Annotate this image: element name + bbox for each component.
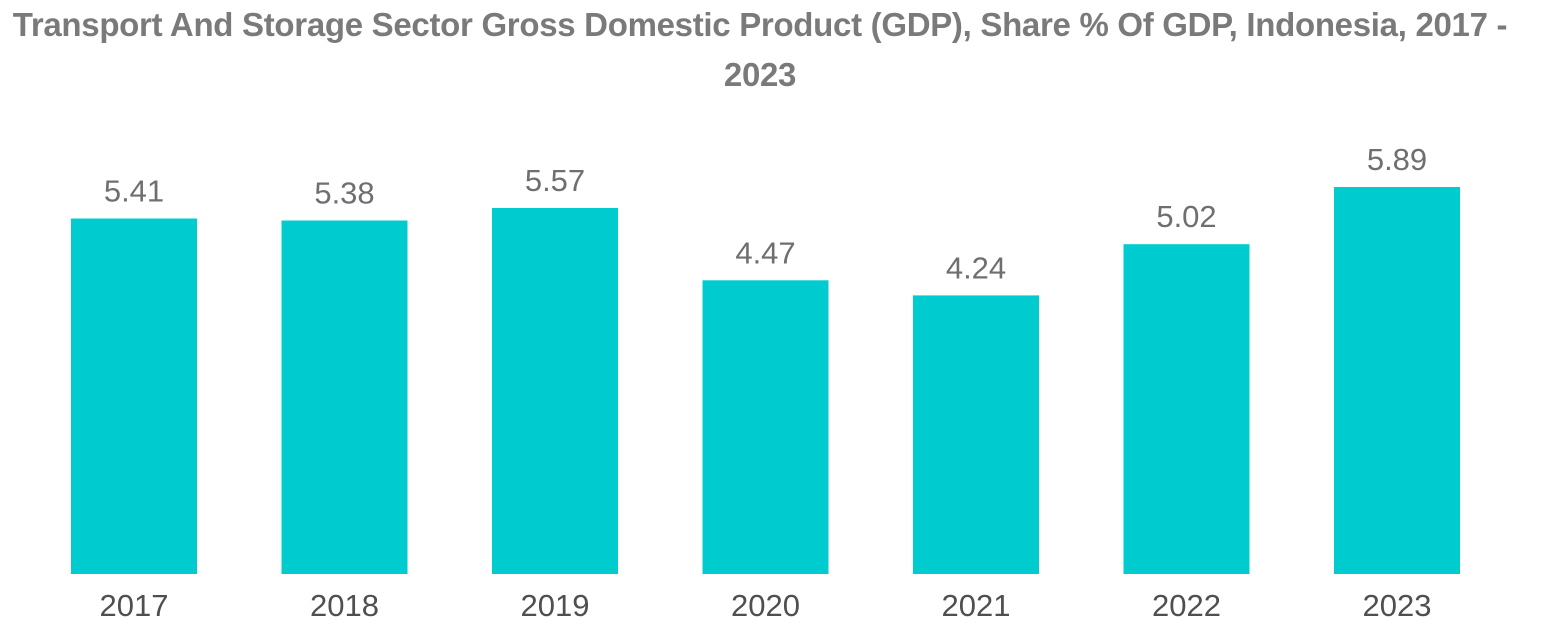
x-tick-label-2019: 2019 [521, 588, 590, 623]
bar-2020 [702, 280, 829, 574]
bar-2018 [281, 220, 408, 574]
bar-2017 [71, 218, 197, 574]
bar-2022 [1123, 244, 1250, 574]
value-label-2021: 4.24 [946, 250, 1006, 285]
x-tick-label-2021: 2021 [942, 588, 1011, 623]
value-label-2017: 5.41 [104, 174, 164, 209]
x-tick-label-2017: 2017 [100, 588, 169, 623]
bar-2023 [1334, 187, 1460, 574]
x-tick-label-2020: 2020 [731, 588, 800, 623]
x-tick-label-2023: 2023 [1363, 588, 1432, 623]
value-label-2022: 5.02 [1156, 199, 1216, 234]
bar-2021 [913, 295, 1039, 574]
x-tick-label-2018: 2018 [310, 588, 379, 623]
value-label-2019: 5.57 [525, 163, 585, 198]
x-tick-label-2022: 2022 [1152, 588, 1221, 623]
value-label-2018: 5.38 [314, 176, 374, 211]
value-label-2023: 5.89 [1367, 142, 1427, 177]
bar-2019 [492, 208, 618, 574]
value-label-2020: 4.47 [735, 235, 795, 270]
chart-title: Transport And Storage Sector Gross Domes… [12, 6, 1508, 93]
